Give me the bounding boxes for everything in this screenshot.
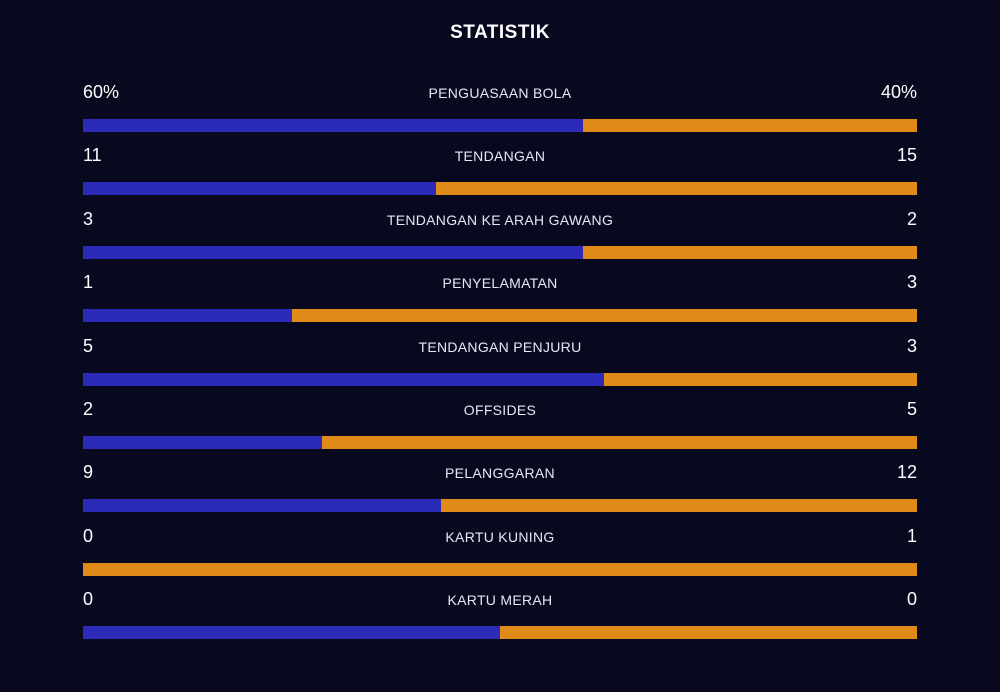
stat-header: 5 TENDANGAN PENJURU 3 [83,334,917,362]
stat-row-fouls: 9 PELANGGARAN 12 [83,460,917,523]
stat-row-yellow-cards: 0 KARTU KUNING 1 [83,524,917,587]
stat-header: 1 PENYELAMATAN 3 [83,270,917,298]
home-value: 5 [83,335,94,356]
stat-label: KARTU MERAH [447,592,553,609]
stat-header: 3 TENDANGAN KE ARAH GAWANG 2 [83,207,917,235]
home-bar-fill [83,435,322,449]
home-value: 11 [83,145,102,166]
stat-row-shots: 11 TENDANGAN 15 [83,143,917,206]
home-bar-fill [83,182,436,196]
stat-header: 11 TENDANGAN 15 [83,143,917,171]
stat-label: PENGUASAAN BOLA [428,85,572,101]
comparison-bar [83,499,917,513]
away-value: 0 [906,589,917,610]
home-value: 0 [83,589,94,610]
comparison-bar [83,372,917,386]
home-bar-fill [83,119,584,132]
away-value: 3 [906,335,917,356]
comparison-bar [83,562,917,576]
panel-title: STATISTIK [450,22,550,43]
away-value: 12 [896,462,917,483]
stat-row-possession: 60% PENGUASAAN BOLA 40% [83,80,917,143]
away-value: 5 [906,398,917,419]
stat-label: PELANGGARAN [445,465,555,482]
stat-header: 60% PENGUASAAN BOLA 40% [83,80,917,108]
stat-header: 0 KARTU MERAH 0 [83,587,917,615]
stat-label: TENDANGAN PENJURU [418,338,582,355]
away-value: 1 [906,525,917,546]
home-value: 9 [83,462,94,483]
comparison-bar [83,626,917,640]
stats-list: 60% PENGUASAAN BOLA 40% 11 TENDANGAN 1 5 … [83,80,917,651]
comparison-bar [83,309,917,323]
home-value: 3 [83,208,94,229]
stat-label: KARTU KUNING [445,528,555,545]
home-value: 2 [83,398,94,419]
comparison-bar [83,182,917,196]
comparison-bar [83,119,917,132]
comparison-bar [83,245,917,259]
away-value: 2 [906,208,917,229]
home-value: 1 [83,272,94,293]
stat-label: TENDANGAN KE ARAH GAWANG [386,211,614,228]
stat-row-red-cards: 0 KARTU MERAH 0 [83,587,917,650]
home-bar-fill [83,372,605,386]
home-value: 0 [83,525,94,546]
home-bar-fill [83,626,500,640]
stat-label: TENDANGAN [454,148,546,165]
stat-header: 9 PELANGGARAN 12 [83,460,917,488]
stat-header: 2 OFFSIDES 5 [83,397,917,425]
home-value: 60% [83,82,120,102]
stat-row-corners: 5 TENDANGAN PENJURU 3 [83,334,917,397]
away-value: 40% [880,82,917,102]
stat-row-offsides: 2 OFFSIDES 5 [83,397,917,460]
stat-label: OFFSIDES [463,401,537,418]
stat-row-shots-on-target: 3 TENDANGAN KE ARAH GAWANG 2 [83,207,917,270]
away-value: 3 [906,272,917,293]
stat-row-saves: 1 PENYELAMATAN 3 [83,270,917,333]
home-bar-fill [83,499,441,513]
away-value: 15 [896,145,917,166]
stat-header: 0 KARTU KUNING 1 [83,524,917,552]
stat-label: PENYELAMATAN [442,275,558,292]
home-bar-fill [83,309,292,323]
comparison-bar [83,435,917,449]
home-bar-fill [83,245,584,259]
